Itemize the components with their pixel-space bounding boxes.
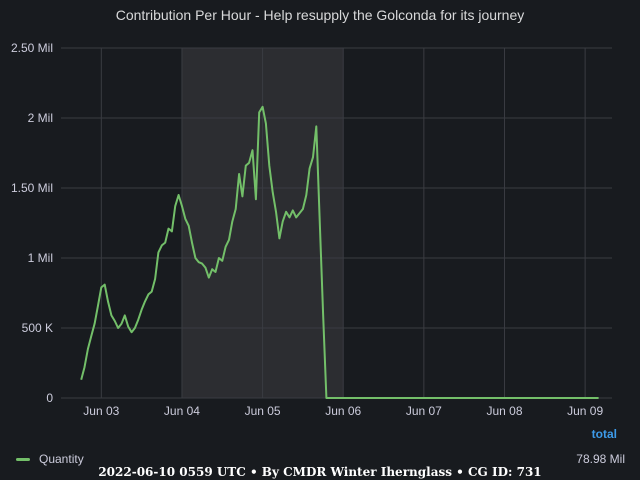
x-tick-label: Jun 06 [325, 404, 361, 418]
x-tick-label: Jun 08 [486, 404, 522, 418]
y-tick-label: 1 Mil [28, 251, 53, 265]
legend-series-name: Quantity [39, 452, 84, 466]
x-tick-label: Jun 09 [567, 404, 603, 418]
grid-lines [61, 47, 612, 399]
chart-title: Contribution Per Hour - Help resupply th… [115, 7, 525, 23]
y-tick-label: 2 Mil [28, 111, 53, 125]
x-tick-label: Jun 05 [245, 404, 281, 418]
series-layer [80, 105, 599, 399]
x-tick-label: Jun 04 [164, 404, 200, 418]
y-tick-label: 1.50 Mil [11, 181, 53, 195]
x-tick-label: Jun 03 [83, 404, 119, 418]
legend-item-quantity[interactable]: Quantity 78.98 Mil [16, 452, 625, 466]
legend-total-value: 78.98 Mil [576, 452, 625, 466]
y-tick-label: 500 K [22, 321, 53, 335]
series-line-quantity [80, 105, 599, 399]
x-axis: Jun 03 Jun 04 Jun 05 Jun 06 Jun 07 Jun 08 Jun … [83, 404, 603, 418]
legend-header[interactable]: total [591, 427, 617, 441]
y-axis: 0 500 K 1 Mil 1.50 Mil 2 Mil 2.50 Mil [11, 41, 53, 405]
x-tick-label: Jun 07 [406, 404, 442, 418]
y-tick-label: 2.50 Mil [11, 41, 53, 55]
footer-credit: 2022-06-10 0559 UTC • By CMDR Winter Ihe… [98, 465, 542, 479]
y-tick-label: 0 [46, 391, 53, 405]
legend-swatch [16, 458, 30, 461]
